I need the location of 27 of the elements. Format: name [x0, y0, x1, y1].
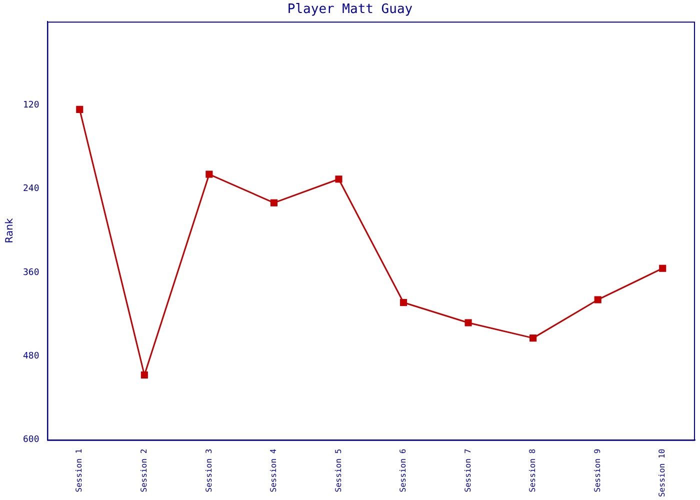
- point: [594, 296, 602, 304]
- point: [76, 106, 84, 113]
- y-tick-label: 480: [22, 352, 40, 362]
- x-tick-label: Session 2: [139, 448, 148, 492]
- x-tick-label: Session 4: [269, 448, 278, 492]
- y-tick-label: 360: [22, 268, 40, 278]
- x-tick-label: Session 1: [74, 448, 84, 492]
- point: [270, 199, 278, 206]
- x-tick-label: Session 7: [463, 448, 472, 492]
- x-tick-label: Session 10: [658, 448, 667, 498]
- point: [659, 264, 666, 272]
- x-tick-label: Session 8: [528, 448, 538, 492]
- x-tick-label: Session 5: [334, 448, 343, 492]
- chart-title: Player Matt Guay: [287, 2, 413, 18]
- y-tick-label: 240: [22, 184, 40, 194]
- x-tick-label: Session 9: [592, 448, 602, 492]
- y-tick-label: 120: [22, 100, 40, 111]
- point: [400, 298, 408, 306]
- point: [464, 319, 472, 326]
- point: [530, 334, 537, 342]
- x-tick-label: Session 3: [204, 448, 214, 492]
- y-tick-label: 600: [22, 435, 40, 446]
- point: [140, 371, 148, 379]
- point: [206, 170, 213, 178]
- x-tick-label: Session 6: [398, 448, 408, 492]
- point: [335, 176, 342, 183]
- y-axis-title: Rank: [4, 218, 16, 244]
